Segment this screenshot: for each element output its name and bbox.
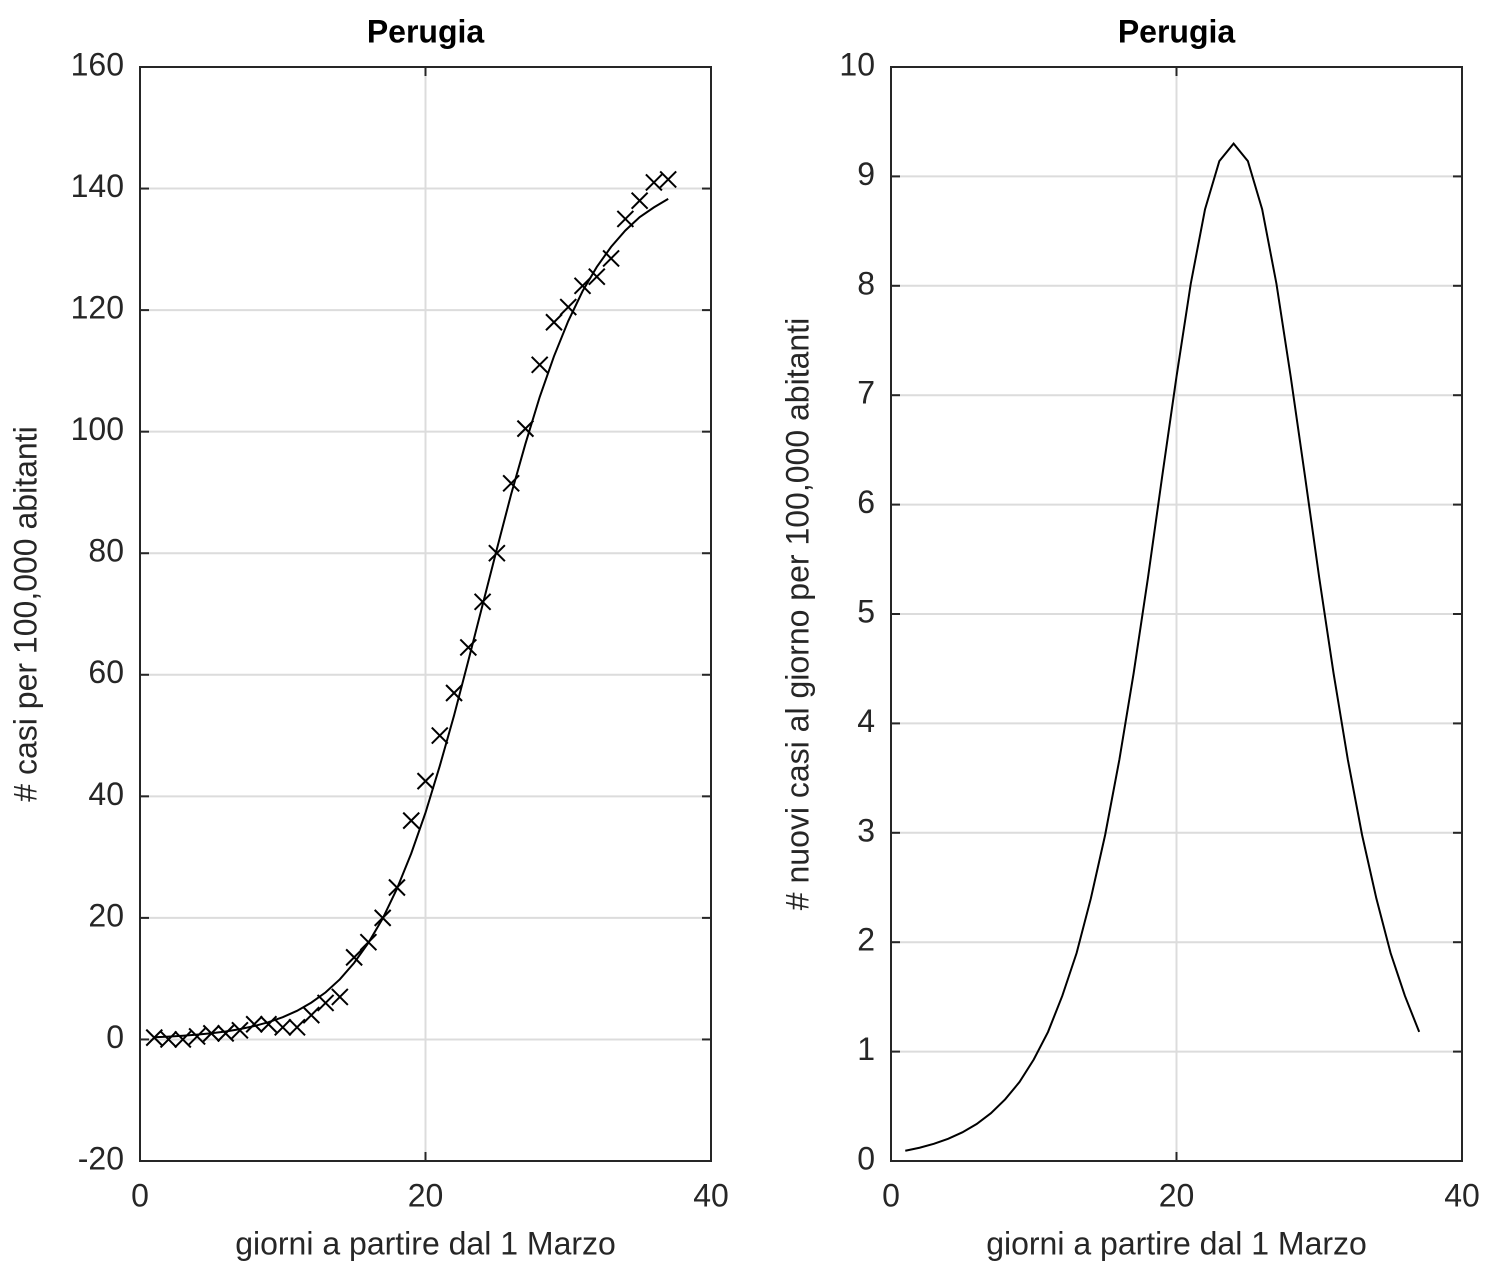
y-tick-label: 60 (88, 654, 124, 690)
data-point (159, 1030, 178, 1049)
x-tick-label: 40 (1444, 1177, 1480, 1213)
y-tick-label: 6 (857, 484, 875, 520)
data-point (259, 1015, 278, 1033)
data-point (602, 249, 620, 268)
data-point (145, 1028, 163, 1047)
fit-line (905, 141, 1421, 1152)
y-tick-label: 8 (857, 265, 875, 301)
y-tick-label: 160 (71, 46, 124, 82)
data-point (645, 173, 663, 192)
y-tick-label: 10 (839, 46, 875, 82)
fit-line (154, 198, 669, 1039)
data-point (630, 192, 649, 210)
x-axis-label: giorni a partire dal 1 Marzo (986, 1225, 1367, 1261)
data-point (659, 170, 677, 189)
data-point (545, 313, 563, 331)
y-tick-label: 100 (71, 411, 124, 447)
y-tick-label: 20 (88, 897, 124, 933)
y-tick-label: 9 (857, 156, 875, 192)
y-tick-label: 140 (71, 168, 124, 204)
y-tick-label: 120 (71, 290, 124, 326)
data-point (274, 1018, 292, 1036)
x-tick-label: 0 (131, 1177, 149, 1213)
x-tick-label: 20 (1159, 1177, 1195, 1213)
y-tick-label: 80 (88, 533, 124, 569)
chart-title: Perugia (367, 13, 485, 49)
x-tick-label: 20 (408, 1177, 444, 1213)
data-point (402, 811, 420, 830)
y-tick-label: 5 (857, 593, 875, 629)
y-tick-label: 3 (857, 812, 875, 848)
data-point (559, 298, 577, 316)
data-point (216, 1024, 235, 1043)
data-point (174, 1030, 192, 1049)
y-tick-label: 0 (857, 1140, 875, 1176)
x-axis-label: giorni a partire dal 1 Marzo (235, 1225, 616, 1261)
data-point (302, 1006, 321, 1024)
data-point (245, 1015, 263, 1033)
x-tick-label: 40 (693, 1177, 729, 1213)
y-tick-label: 40 (88, 776, 124, 812)
data-point (488, 544, 506, 562)
y-tick-label: -20 (78, 1140, 124, 1176)
data-point (188, 1027, 206, 1046)
y-tick-label: 7 (857, 375, 875, 411)
data-point (316, 994, 335, 1012)
y-axis-label: # nuovi casi al giorno per 100,000 abita… (779, 318, 815, 910)
data-point (530, 356, 549, 374)
x-tick-label: 0 (882, 1177, 900, 1213)
data-point (588, 267, 606, 286)
data-point (431, 726, 449, 745)
y-tick-label: 0 (106, 1019, 124, 1055)
y-tick-label: 1 (857, 1031, 875, 1067)
chart-title: Perugia (1118, 13, 1236, 49)
y-tick-label: 4 (857, 703, 875, 739)
y-axis-label: # casi per 100,000 abitanti (7, 426, 43, 801)
data-point (416, 772, 435, 790)
y-tick-label: 2 (857, 922, 875, 958)
axes-box (890, 66, 1463, 1162)
data-point (231, 1021, 249, 1040)
data-point (345, 948, 363, 967)
data-point (331, 988, 349, 1006)
axes-box (139, 66, 712, 1162)
data-point (288, 1018, 306, 1036)
